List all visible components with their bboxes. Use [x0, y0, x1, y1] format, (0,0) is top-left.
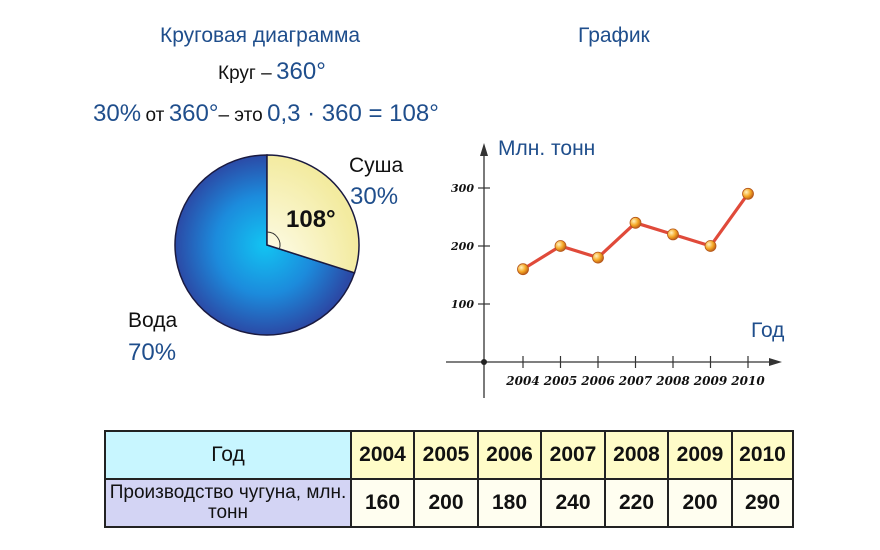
table-year-cell: 2004	[350, 430, 415, 480]
circle-value: 360°	[276, 58, 326, 85]
data-table: Год 2004 2005 2006 2007 2008 2009 2010 П…	[104, 430, 794, 528]
formula-is: – это	[218, 105, 263, 126]
formula-line: 30% от 360°– это 0,3 · 360 = 108°	[93, 100, 439, 128]
formula-from: от	[145, 105, 165, 126]
formula-degrees: 360°	[168, 100, 219, 127]
data-point	[742, 187, 754, 200]
table-year-cell: 2010	[731, 430, 794, 480]
data-point	[704, 240, 717, 252]
line-section-title: График	[578, 24, 650, 47]
data-point	[629, 216, 642, 229]
data-point	[592, 251, 604, 264]
table-value-cell: 160	[350, 478, 415, 528]
pie-section-title: Круговая диаграмма	[160, 24, 361, 47]
table-header-production: Производство чугуна, млн. тонн	[104, 478, 352, 528]
pie-angle-label: 108°	[286, 206, 336, 233]
table-year-cell: 2008	[604, 430, 669, 480]
table-year-cell: 2009	[667, 430, 733, 480]
y-axis-label: Млн. тонн	[498, 137, 596, 160]
circle-label: Круг –	[218, 63, 272, 84]
x-tick-label: 2006	[580, 374, 615, 388]
x-tick-label: 2005	[543, 374, 577, 388]
x-tick-label: 2007	[618, 374, 653, 388]
formula-calculation: 0,3 · 360 = 108°	[267, 100, 439, 127]
table-value-cell: 200	[667, 478, 733, 528]
water-label: Вода	[128, 309, 178, 332]
data-point	[554, 240, 567, 252]
formula-percent: 30%	[93, 100, 142, 127]
table-year-cell: 2006	[477, 430, 542, 480]
y-tick-label: 100	[451, 298, 474, 311]
angle-arc	[266, 231, 281, 250]
table-row-values: Производство чугуна, млн. тонн 160 200 1…	[104, 478, 794, 528]
table-value-cell: 200	[413, 478, 479, 528]
x-tick-label: 2010	[730, 374, 765, 388]
table-row-years: Год 2004 2005 2006 2007 2008 2009 2010	[104, 430, 794, 480]
y-tick-label: 300	[451, 182, 474, 195]
x-axis-arrow	[769, 358, 782, 366]
y-axis-arrow	[480, 143, 488, 156]
x-axis-label: Год	[751, 319, 785, 342]
origin-dot	[481, 359, 487, 365]
x-tick-label: 2008	[655, 374, 690, 388]
circle-degrees-line: Круг – 360°	[218, 58, 326, 86]
land-percent: 30%	[350, 183, 399, 210]
pie-slice-water	[174, 154, 356, 336]
table-value-cell: 290	[731, 478, 794, 528]
land-label: Суша	[349, 154, 404, 177]
data-point	[517, 263, 529, 276]
data-point	[667, 228, 679, 241]
table-year-cell: 2007	[540, 430, 606, 480]
pie-slice-land	[266, 154, 360, 274]
x-tick-label: 2004	[505, 374, 539, 388]
series-line	[522, 192, 750, 271]
x-tick-label: 2009	[693, 374, 728, 388]
table-year-cell: 2005	[413, 430, 479, 480]
water-percent: 70%	[128, 339, 177, 366]
table-header-year: Год	[104, 430, 352, 480]
table-value-cell: 240	[540, 478, 606, 528]
table-value-cell: 220	[604, 478, 669, 528]
y-tick-label: 200	[450, 240, 474, 253]
table-value-cell: 180	[477, 478, 542, 528]
